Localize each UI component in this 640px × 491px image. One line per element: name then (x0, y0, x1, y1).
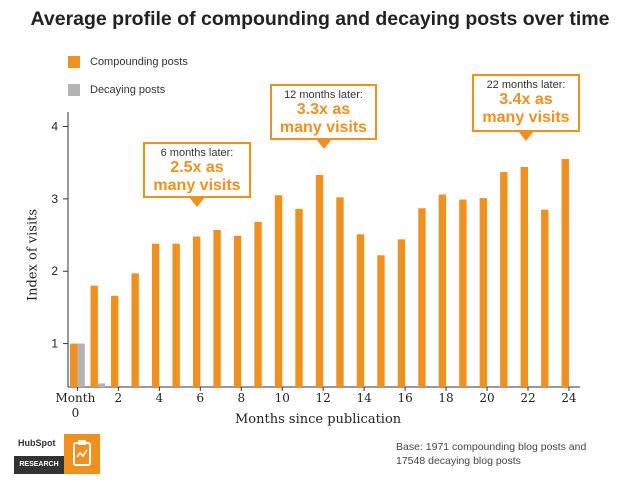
callout-12-months-line3: many visits (279, 119, 368, 136)
callout-12-months-line2: 3.3x as (296, 101, 351, 118)
x-tick-label: 12 (316, 391, 331, 405)
compounding-bar (274, 195, 283, 387)
clipboard-icon (73, 440, 91, 466)
hubspot-logo-text: HubSpot (18, 438, 56, 448)
x-axis-label: Months since publication (235, 412, 402, 427)
compounding-bar (397, 239, 406, 387)
legend-compounding: Compounding posts (68, 56, 188, 68)
legend-swatch-compounding (68, 56, 80, 68)
compounding-bar (70, 343, 78, 387)
legend-swatch-decaying (68, 84, 80, 96)
compounding-bar (377, 255, 385, 387)
compounding-bar (500, 172, 508, 387)
x-tick-label: 20 (479, 391, 494, 405)
y-tick-label: 1 (51, 337, 58, 351)
x-tick-label: 2 (115, 391, 123, 405)
base-note-line1: Base: 1971 compounding blog posts and (396, 441, 587, 453)
x-tick-label: 22 (520, 391, 535, 405)
callout-22-months-line2: 3.4x as (499, 91, 553, 108)
compounding-bar (131, 273, 139, 387)
decaying-bar (77, 343, 85, 387)
compounding-bar (459, 199, 467, 387)
chart-title: Average profile of compounding and decay… (30, 8, 610, 30)
callout-12-months-heading: 12 months later: (284, 89, 363, 101)
legend-label-compounding: Compounding posts (90, 56, 188, 68)
callout-6-months-line2: 2.5x as (170, 159, 224, 176)
callout-22-months-arrow (518, 131, 534, 141)
compounding-bar (336, 197, 344, 387)
report-icon (64, 434, 100, 474)
compounding-bar (418, 208, 426, 387)
callout-22-months-line3: many visits (482, 109, 570, 126)
compounding-bar (192, 236, 201, 387)
legend-decaying: Decaying posts (68, 84, 165, 96)
base-note: Base: 1971 compounding blog posts and 17… (396, 440, 606, 468)
compounding-bar (254, 222, 262, 387)
callout-6-months-line3: many visits (153, 177, 241, 194)
compounding-bar (90, 285, 98, 387)
x-tick-label: 8 (237, 391, 245, 405)
callout-6-months: 6 months later: 2.5x as many visits (143, 142, 251, 207)
y-tick-label: 2 (51, 264, 58, 278)
compounding-bar (520, 167, 528, 387)
callout-22-months: 22 months later: 3.4x as many visits (472, 74, 580, 141)
y-axis-label: Index of visits (25, 209, 41, 301)
compounding-bar (233, 235, 242, 387)
x-tick-label: 6 (196, 391, 204, 405)
x-tick-label: 24 (561, 391, 577, 405)
x-tick-label: 0 (72, 406, 80, 420)
x-tick-label: 16 (397, 391, 412, 405)
x-tick-label: 14 (357, 391, 373, 405)
x-tick-label: Month (56, 391, 96, 405)
callout-12-months: 12 months later: 3.3x as many visits (270, 84, 377, 149)
callout-22-months-heading: 22 months later: (486, 79, 566, 91)
compounding-bar (172, 243, 180, 387)
compounding-bar (541, 209, 549, 387)
base-note-line2: 17548 decaying blog posts (396, 455, 521, 467)
x-tick-label: 18 (438, 391, 453, 405)
research-band: RESEARCH (14, 456, 64, 474)
compounding-bar (356, 234, 365, 387)
compounding-bar (111, 295, 119, 387)
y-tick-label: 4 (51, 119, 58, 133)
compounding-bar (561, 159, 569, 387)
callout-6-months-heading: 6 months later: (160, 147, 234, 159)
y-tick-label: 3 (51, 192, 58, 206)
x-tick-label: 4 (156, 391, 164, 405)
compounding-bar (151, 243, 160, 387)
legend-label-decaying: Decaying posts (90, 84, 166, 96)
x-tick-label: 10 (275, 391, 290, 405)
decaying-bar (97, 383, 106, 387)
callout-12-months-arrow (315, 139, 332, 149)
compounding-bar (438, 194, 447, 387)
compounding-bar (479, 198, 488, 387)
callout-6-months-arrow (189, 197, 205, 207)
compounding-bar (295, 208, 303, 387)
compounding-bar (315, 174, 324, 387)
compounding-bar (213, 229, 221, 387)
